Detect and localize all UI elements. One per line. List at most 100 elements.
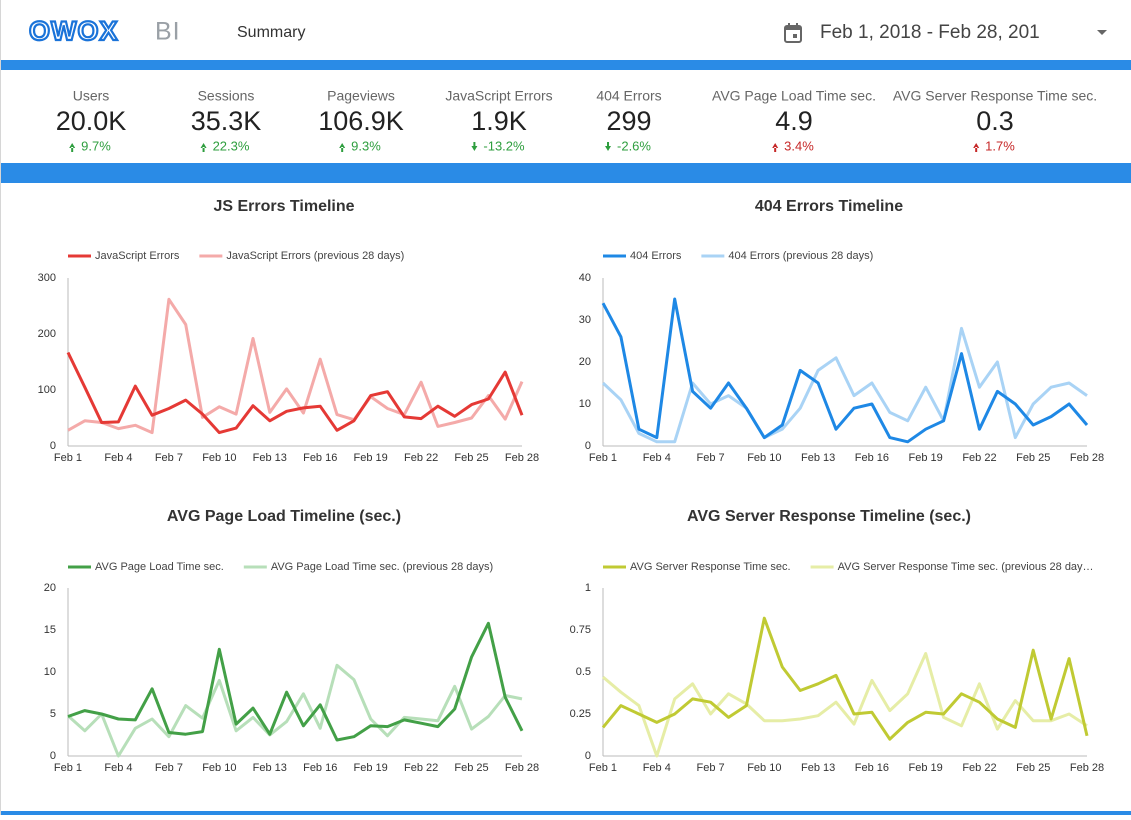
kpi-trend-arrow: [69, 143, 76, 152]
y-tick-label: 0.75: [570, 624, 591, 636]
x-tick-label: Feb 10: [747, 452, 781, 464]
x-tick-label: Feb 25: [454, 452, 488, 464]
kpi-change: 9.7%: [81, 138, 111, 153]
y-tick-label: 15: [44, 624, 56, 636]
legend-label: 404 Errors: [630, 250, 682, 262]
date-range[interactable]: Feb 1, 2018 - Feb 28, 201: [820, 22, 1040, 43]
kpi-label: AVG Server Response Time sec.: [893, 88, 1097, 104]
legend-label: AVG Server Response Time sec. (previous …: [838, 561, 1094, 573]
kpi-trend-arrow: [973, 143, 980, 152]
y-tick-label: 5: [50, 708, 56, 720]
series-line: [67, 297, 524, 435]
x-tick-label: Feb 1: [54, 762, 82, 774]
series-line: [602, 652, 1088, 758]
logo-main: OWOX: [29, 16, 119, 46]
chart-title: JS Errors Timeline: [213, 198, 354, 215]
y-tick-label: 40: [579, 272, 591, 284]
kpi-value: 1.9K: [471, 106, 527, 136]
legend-label: 404 Errors (previous 28 days): [728, 250, 873, 262]
x-tick-label: Feb 28: [505, 452, 539, 464]
x-tick-label: Feb 7: [696, 452, 724, 464]
x-tick-label: Feb 13: [801, 452, 835, 464]
x-tick-label: Feb 28: [1070, 762, 1104, 774]
y-tick-label: 0: [50, 440, 56, 452]
kpi-trend-arrow: [200, 143, 207, 152]
x-tick-label: Feb 19: [909, 762, 943, 774]
legend-label: JavaScript Errors: [95, 250, 180, 262]
chart-title: AVG Page Load Timeline (sec.): [167, 508, 401, 525]
y-tick-label: 10: [579, 398, 591, 410]
series-line: [67, 621, 524, 742]
series-line: [601, 297, 1089, 444]
series-line: [601, 616, 1089, 741]
kpi-value: 35.3K: [191, 106, 262, 136]
y-tick-label: 0: [50, 750, 56, 762]
kpi-value: 299: [606, 106, 651, 136]
kpi-value: 20.0K: [56, 106, 127, 136]
header-bar: [1, 0, 1131, 60]
x-tick-label: Feb 22: [404, 452, 438, 464]
kpi-label: AVG Page Load Time sec.: [712, 88, 876, 104]
kpi-label: Pageviews: [327, 88, 395, 104]
chart-title: 404 Errors Timeline: [755, 198, 903, 215]
y-tick-label: 20: [44, 582, 56, 594]
legend-label: AVG Page Load Time sec. (previous 28 day…: [271, 561, 493, 573]
x-tick-label: Feb 4: [643, 762, 671, 774]
y-tick-label: 1: [585, 582, 591, 594]
kpi-trend-arrow: [772, 143, 779, 152]
kpi-change: 22.3%: [213, 138, 250, 153]
x-tick-label: Feb 10: [747, 762, 781, 774]
y-tick-label: 10: [44, 666, 56, 678]
calendar-icon[interactable]: [784, 23, 802, 43]
x-tick-label: Feb 7: [155, 452, 183, 464]
page-title[interactable]: Summary: [237, 24, 305, 41]
kpi-value: 4.9: [775, 106, 813, 136]
x-tick-label: Feb 13: [253, 762, 287, 774]
x-tick-label: Feb 13: [801, 762, 835, 774]
x-tick-label: Feb 22: [404, 762, 438, 774]
x-tick-label: Feb 25: [1016, 452, 1050, 464]
x-tick-label: Feb 16: [855, 452, 889, 464]
x-tick-label: Feb 16: [855, 762, 889, 774]
y-tick-label: 300: [38, 272, 56, 284]
kpi-change: 3.4%: [784, 138, 814, 153]
x-tick-label: Feb 16: [303, 762, 337, 774]
x-tick-label: Feb 1: [589, 452, 617, 464]
x-tick-label: Feb 28: [505, 762, 539, 774]
kpi-label: 404 Errors: [596, 88, 661, 104]
legend-label: AVG Page Load Time sec.: [95, 561, 224, 573]
kpi-trend-arrow: [339, 143, 346, 152]
kpi-trend-arrow: [471, 142, 478, 151]
x-tick-label: Feb 1: [589, 762, 617, 774]
x-tick-label: Feb 10: [202, 762, 236, 774]
kpi-change: 9.3%: [351, 138, 381, 153]
legend-label: AVG Server Response Time sec.: [630, 561, 791, 573]
series-line: [601, 326, 1088, 444]
x-tick-label: Feb 19: [354, 762, 388, 774]
x-tick-label: Feb 22: [962, 452, 996, 464]
kpi-change: -13.2%: [483, 138, 525, 153]
x-tick-label: Feb 4: [104, 452, 132, 464]
kpi-value: 106.9K: [318, 106, 404, 136]
x-tick-label: Feb 7: [696, 762, 724, 774]
blue-divider: [1, 60, 1131, 70]
y-tick-label: 0: [585, 440, 591, 452]
x-tick-label: Feb 22: [962, 762, 996, 774]
x-tick-label: Feb 4: [643, 452, 671, 464]
x-tick-label: Feb 25: [454, 762, 488, 774]
blue-divider: [1, 811, 1131, 815]
kpi-label: JavaScript Errors: [445, 88, 552, 104]
blue-divider: [1, 163, 1131, 183]
kpi-label: Sessions: [198, 88, 255, 104]
kpi-change: 1.7%: [985, 138, 1015, 153]
kpi-value: 0.3: [976, 106, 1014, 136]
legend-label: JavaScript Errors (previous 28 days): [226, 250, 404, 262]
y-tick-label: 30: [579, 314, 591, 326]
y-tick-label: 0.5: [576, 666, 591, 678]
dropdown-arrow[interactable]: [1097, 30, 1107, 35]
series-line: [66, 351, 524, 435]
y-tick-label: 200: [38, 328, 56, 340]
y-tick-label: 0.25: [570, 708, 591, 720]
